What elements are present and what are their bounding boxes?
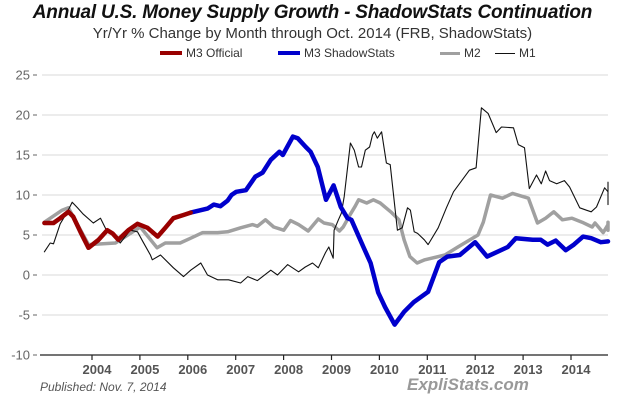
y-tick-label: 20: [16, 108, 30, 123]
x-tick-label: 2014: [562, 362, 592, 377]
legend-label-m1: M1: [519, 46, 536, 60]
legend-item-m2: M2: [440, 46, 481, 60]
y-tick-label: 25: [16, 68, 30, 83]
x-tick-label: 2011: [418, 362, 446, 377]
y-tick-label: 0: [23, 268, 30, 283]
legend-swatch-m1: [495, 52, 515, 54]
series-line-m3-official: [42, 209, 193, 251]
x-tick-label: 2013: [514, 362, 543, 377]
legend-label-m3-shadowstats: M3 ShadowStats: [304, 46, 395, 60]
series-line-m3-shadowstats: [188, 134, 611, 327]
series-line-m2: [42, 191, 610, 265]
x-tick-label: 2007: [226, 362, 255, 377]
legend-label-m2: M2: [464, 46, 481, 60]
x-tick-label: 2004: [83, 362, 113, 377]
y-tick-label: -10: [11, 348, 30, 363]
y-tick-label: 5: [23, 228, 30, 243]
x-tick-label: 2009: [322, 362, 351, 377]
y-tick-label: -5: [18, 308, 30, 323]
y-tick-label: 15: [16, 148, 30, 163]
legend-item-m1: M1: [495, 46, 536, 60]
legend-item-m3-shadowstats: M3 ShadowStats: [278, 46, 395, 60]
x-tick-label: 2008: [274, 362, 303, 377]
legend-item-m3-official: M3 Official: [160, 46, 242, 60]
chart-subtitle: Yr/Yr % Change by Month through Oct. 201…: [92, 25, 533, 42]
legend-label-m3-official: M3 Official: [186, 46, 243, 60]
x-tick-label: 2005: [130, 362, 159, 377]
brand-logo: ExpliStats.com: [407, 375, 529, 394]
series-lines: [42, 107, 611, 327]
chart-title: Annual U.S. Money Supply Growth - Shadow…: [32, 2, 593, 23]
x-tick-label: 2006: [178, 362, 207, 377]
legend-swatch-m3-official: [160, 51, 182, 55]
legend: M3 Official M3 ShadowStats M2 M1: [0, 46, 625, 62]
legend-swatch-m2: [440, 51, 460, 55]
x-tick-label: 2012: [466, 362, 495, 377]
legend-swatch-m3-shadowstats: [278, 51, 300, 55]
x-tick-label: 2010: [370, 362, 399, 377]
y-axis: 25 20 15 10 5 0 -5 -10: [11, 68, 37, 363]
series-line-m1: [43, 107, 609, 284]
published-date: Published: Nov. 7, 2014: [40, 380, 167, 394]
y-tick-label: 10: [16, 188, 30, 203]
x-axis: 2004 2005 2006 2007 2008 2009 2010 2011 2012 2013…: [40, 354, 608, 377]
